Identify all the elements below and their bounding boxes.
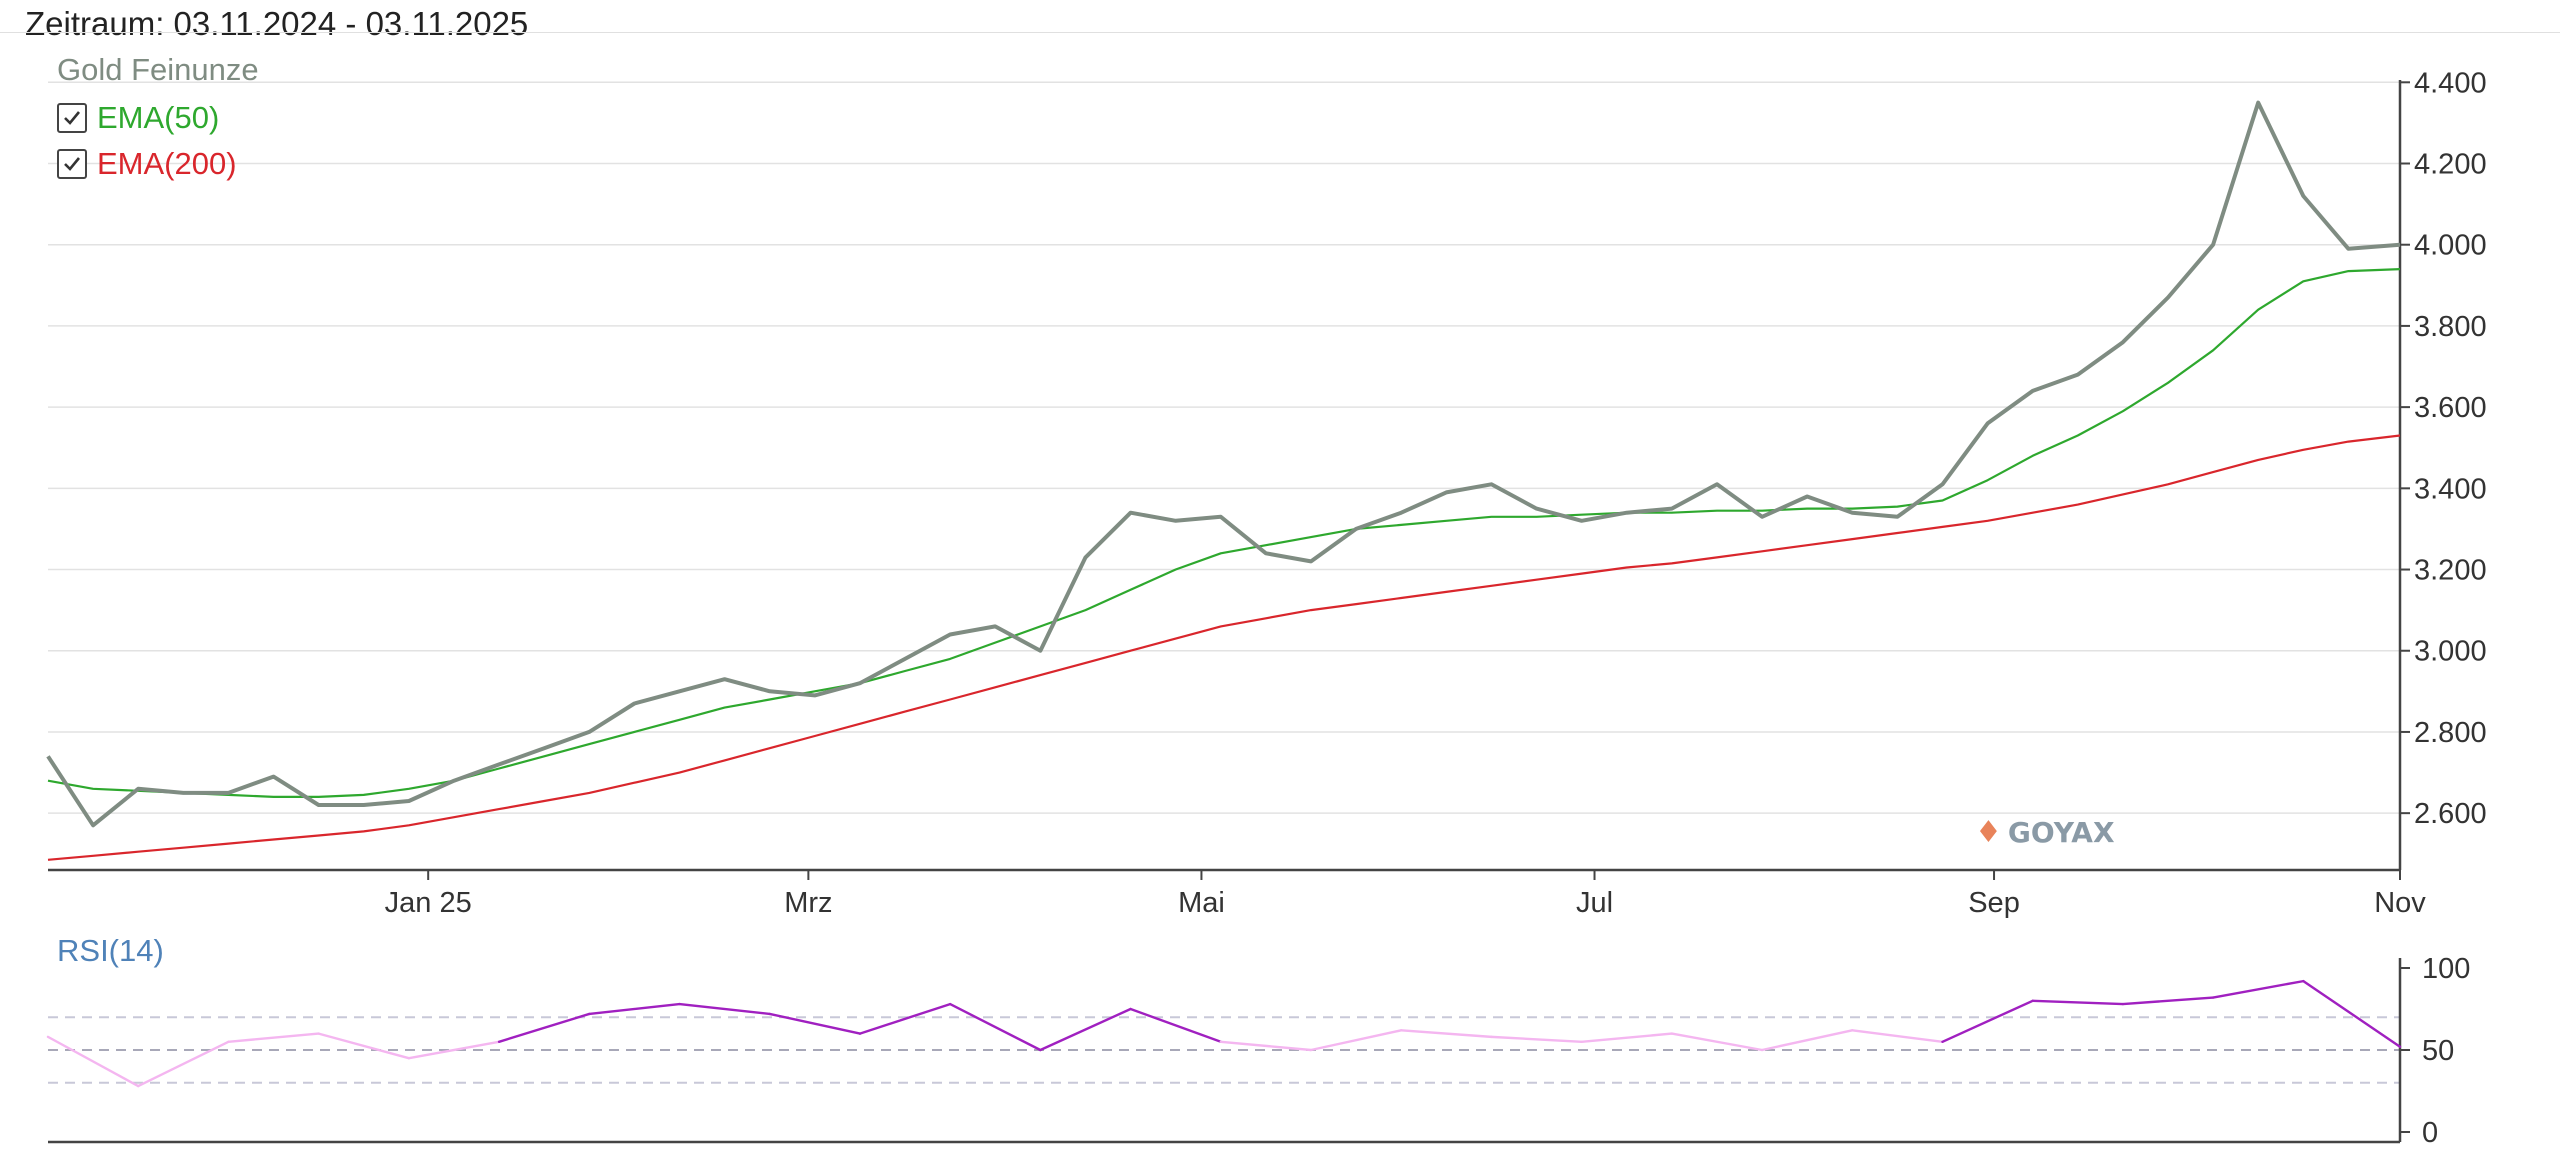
rsi-segment: [137, 1040, 230, 1088]
y-tick-label: 4.000: [2414, 230, 2487, 262]
y-tick-label: 2.800: [2414, 717, 2487, 749]
price-line: [46, 100, 2401, 828]
x-tick-label: Jan 25: [385, 887, 472, 919]
x-tick-label: Nov: [2374, 887, 2426, 919]
check-icon: [64, 111, 81, 125]
y-tick-label: 4.200: [2414, 149, 2487, 181]
legend-ema50[interactable]: EMA(50): [57, 100, 219, 136]
header-divider: [0, 32, 2560, 33]
rsi-segment: [2302, 979, 2402, 1048]
rsi-segment: [1941, 999, 2034, 1044]
x-tick-label: Jul: [1576, 887, 1613, 919]
x-tick-label: Sep: [1968, 887, 2020, 919]
rsi-title: RSI(14): [57, 933, 164, 968]
x-tick-label: Mrz: [784, 887, 832, 919]
rsi-segment: [1039, 1007, 1132, 1052]
y-tick-label: 4.400: [2414, 67, 2487, 99]
rsi-segment: [1309, 1029, 1403, 1052]
rsi-segment: [1851, 1029, 1944, 1044]
legend-ema200[interactable]: EMA(200): [57, 146, 237, 182]
rsi-segment: [858, 1002, 952, 1035]
ema200-line: [47, 434, 2401, 861]
y-tick-label: 3.000: [2414, 636, 2487, 668]
rsi-y-tick-label: 100: [2422, 953, 2470, 985]
rsi-segment: [768, 1012, 862, 1035]
rsi-segment: [1129, 1007, 1222, 1044]
rsi-segment: [317, 1032, 411, 1060]
instrument-title: Gold Feinunze: [57, 52, 259, 87]
rsi-segment: [678, 1002, 771, 1016]
checkbox-ema50[interactable]: [57, 103, 87, 133]
rsi-y-tick-label: 50: [2422, 1035, 2454, 1067]
rsi-y-tick-label: 0: [2422, 1117, 2438, 1149]
rsi-segment: [1670, 1032, 1764, 1052]
rsi-segment: [1580, 1032, 1674, 1044]
ema50-line: [47, 268, 2401, 799]
rsi-segment: [407, 1040, 501, 1060]
x-tick-label: Mai: [1178, 887, 1225, 919]
rsi-segment: [1400, 1029, 1493, 1039]
y-tick-label: 3.200: [2414, 555, 2487, 587]
rsi-segment: [497, 1012, 591, 1044]
period-label: Zeitraum: 03.11.2024 - 03.11.2025: [25, 5, 529, 42]
rsi-segment: [2121, 996, 2215, 1006]
y-tick-label: 3.600: [2414, 392, 2487, 424]
y-tick-label: 3.800: [2414, 311, 2487, 343]
legend-ema200-label: EMA(200): [97, 146, 237, 181]
rsi-segment: [1490, 1035, 1583, 1044]
goyax-logo: ♦ GOYAX: [1975, 815, 2115, 850]
bull-icon: ♦: [1975, 815, 2002, 850]
rsi-segment: [1760, 1029, 1854, 1052]
rsi-segment: [2211, 979, 2305, 999]
logo-text: GOYAX: [2007, 816, 2115, 849]
y-tick-label: 3.400: [2414, 473, 2487, 505]
rsi-segment: [948, 1002, 1042, 1052]
rsi-segment: [588, 1002, 681, 1016]
rsi-segment: [227, 1032, 320, 1044]
rsi-segment: [2031, 999, 2125, 1006]
rsi-segment: [1219, 1040, 1313, 1052]
rsi-segment: [46, 1035, 140, 1088]
checkbox-ema200[interactable]: [57, 149, 87, 179]
legend-ema50-label: EMA(50): [97, 100, 220, 135]
y-tick-label: 2.600: [2414, 798, 2487, 830]
check-icon: [64, 157, 81, 171]
